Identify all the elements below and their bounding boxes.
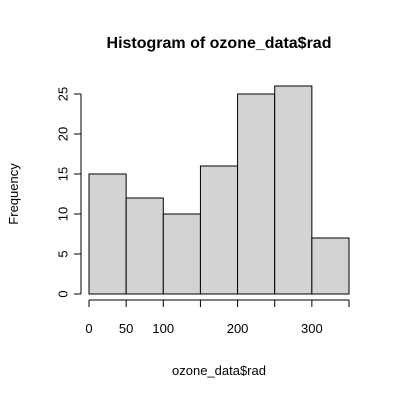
histogram-bar-3 [199, 165, 239, 295]
chart-title: Histogram of ozone_data$rad [107, 35, 332, 52]
histogram-bars [88, 85, 350, 295]
x-tick-label: 100 [152, 321, 174, 336]
y-axis: 0 5 10 15 20 25 [56, 87, 82, 298]
x-tick-label: 0 [85, 321, 92, 336]
histogram-bar-4 [237, 93, 276, 295]
x-axis-label: ozone_data$rad [172, 363, 266, 378]
y-tick-label: 10 [56, 207, 71, 221]
y-tick-label: 25 [56, 87, 71, 101]
histogram-bar-2 [162, 213, 201, 295]
x-tick-label: 200 [227, 321, 249, 336]
y-axis-label: Frequency [6, 163, 21, 225]
x-tick-label: 50 [119, 321, 133, 336]
histogram-bar-0 [88, 173, 127, 295]
y-tick-label: 20 [56, 127, 71, 141]
y-tick-label: 0 [56, 290, 71, 297]
histogram-bar-6 [311, 237, 350, 295]
y-tick-label: 15 [56, 167, 71, 181]
x-tick-label: 300 [301, 321, 323, 336]
histogram-bar-1 [125, 197, 164, 295]
x-axis: 0 50 100 200 300 [85, 299, 350, 336]
histogram-bar-5 [274, 85, 313, 295]
y-tick-label: 5 [56, 250, 71, 257]
